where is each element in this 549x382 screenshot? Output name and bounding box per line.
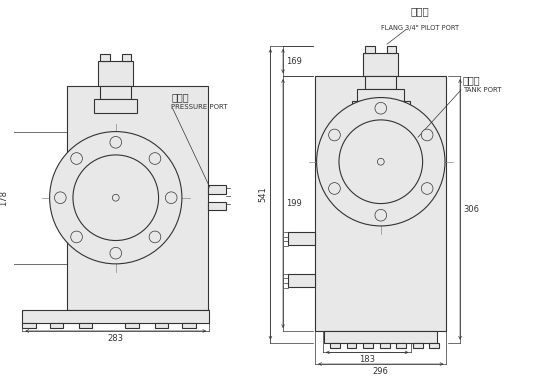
Bar — [121, 54, 131, 61]
Text: 199: 199 — [286, 199, 302, 208]
Text: TANK PORT: TANK PORT — [463, 87, 501, 93]
Bar — [347, 343, 356, 348]
Circle shape — [49, 131, 182, 264]
Text: PRESSURE PORT: PRESSURE PORT — [171, 104, 228, 110]
Circle shape — [421, 183, 433, 194]
Text: 296: 296 — [373, 367, 389, 376]
Circle shape — [317, 97, 445, 226]
Bar — [351, 102, 410, 113]
Circle shape — [165, 192, 177, 204]
Bar — [386, 46, 396, 53]
Text: 引導孔: 引導孔 — [411, 6, 429, 16]
Bar — [363, 343, 373, 348]
Circle shape — [71, 231, 82, 243]
Circle shape — [375, 102, 386, 114]
Bar — [208, 202, 226, 210]
Bar — [288, 232, 315, 245]
Bar — [413, 343, 423, 348]
Bar — [94, 99, 137, 113]
Text: 169: 169 — [286, 57, 302, 66]
Circle shape — [110, 136, 121, 148]
Text: 壓力口: 壓力口 — [171, 92, 189, 102]
Bar — [49, 323, 63, 328]
Text: 183: 183 — [359, 355, 375, 364]
Bar — [324, 331, 437, 343]
Bar — [98, 61, 133, 86]
Bar — [363, 53, 399, 76]
Bar — [100, 86, 131, 99]
Bar — [67, 86, 208, 309]
Bar — [315, 76, 446, 331]
Circle shape — [149, 153, 161, 164]
Text: 回油口: 回油口 — [463, 75, 480, 85]
Circle shape — [375, 209, 386, 221]
Circle shape — [329, 129, 340, 141]
Bar — [380, 343, 390, 348]
Bar — [357, 89, 404, 102]
Bar — [155, 323, 169, 328]
Circle shape — [110, 247, 121, 259]
Bar — [100, 54, 110, 61]
Circle shape — [329, 183, 340, 194]
Bar — [429, 343, 439, 348]
Bar — [23, 309, 209, 323]
Text: 541: 541 — [259, 186, 267, 202]
Circle shape — [149, 231, 161, 243]
Bar — [126, 323, 139, 328]
Text: 178: 178 — [0, 190, 8, 206]
Text: 283: 283 — [108, 334, 124, 343]
Bar — [23, 323, 36, 328]
Circle shape — [421, 129, 433, 141]
Circle shape — [54, 192, 66, 204]
Text: FLANG 3/4" PILOT PORT: FLANG 3/4" PILOT PORT — [381, 24, 460, 31]
Text: 306: 306 — [463, 205, 479, 214]
Bar — [365, 46, 375, 53]
Bar — [288, 274, 315, 287]
Bar — [79, 323, 92, 328]
Circle shape — [71, 153, 82, 164]
Bar — [396, 343, 406, 348]
Bar — [365, 76, 396, 89]
Bar — [208, 185, 226, 194]
Bar — [330, 343, 340, 348]
Bar — [182, 323, 195, 328]
